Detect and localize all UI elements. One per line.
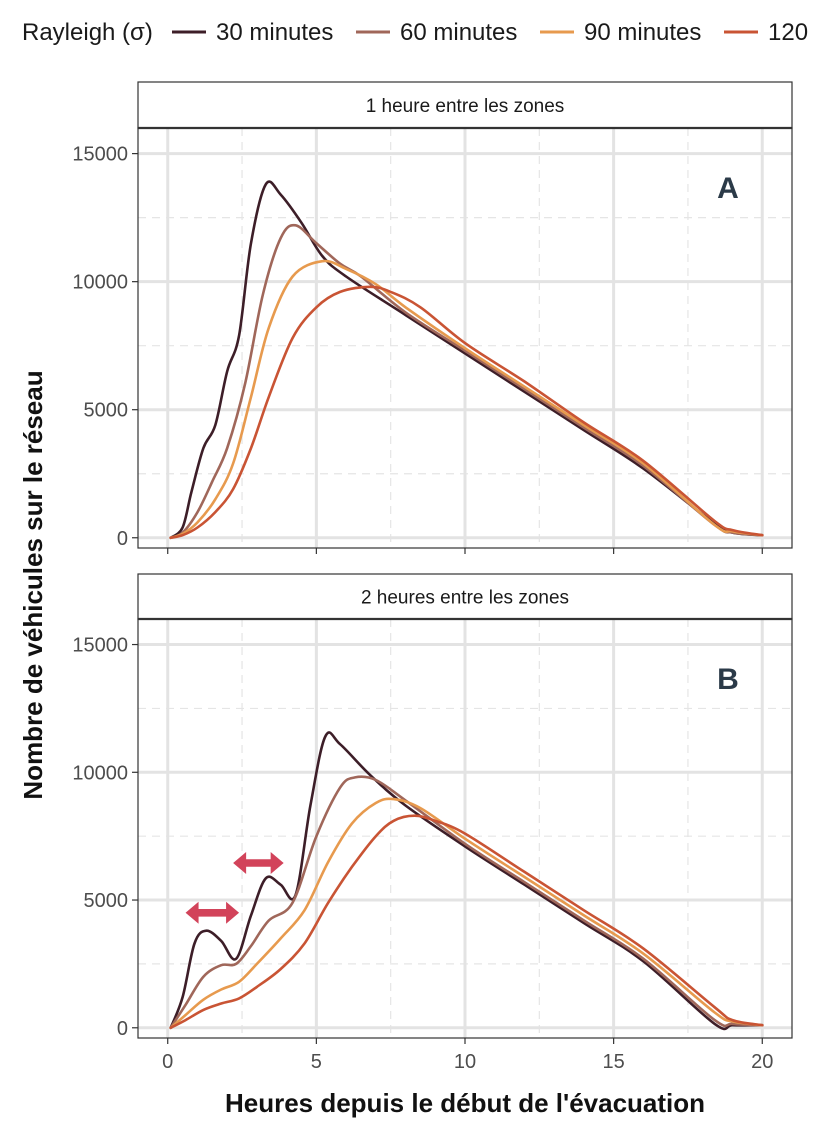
series-line-4 <box>169 285 764 540</box>
legend-entry-3: 120 <box>724 19 808 46</box>
y-tick-label: 5000 <box>84 890 129 912</box>
x-tick-label: 10 <box>454 1051 476 1073</box>
y-tick-label: 10000 <box>72 762 128 784</box>
series-line-3 <box>169 259 764 540</box>
double-arrow-annotation-2 <box>233 851 284 874</box>
legend-title: Rayleigh (σ) <box>22 19 153 46</box>
panel-tag-label: B <box>717 663 739 696</box>
legend-label-0: 30 minutes <box>216 19 333 46</box>
legend-entry-2: 90 minutes <box>540 19 701 46</box>
series-line-1 <box>169 731 764 1031</box>
y-tick-label: 5000 <box>84 400 129 422</box>
x-tick-label: 15 <box>603 1051 625 1073</box>
y-tick-label: 0 <box>117 1018 128 1040</box>
series-line-4 <box>169 814 764 1030</box>
panel-a: 1 heure entre les zones A 0 5000 10000 15000 <box>72 81 793 554</box>
panel-b: 2 heures entre les zones B 0 5000 10000 15000… <box>72 573 793 1073</box>
legend-entry-1: 60 minutes <box>356 19 517 46</box>
series-line-2 <box>169 775 764 1030</box>
x-tick-label: 5 <box>311 1051 322 1073</box>
x-tick-label: 20 <box>751 1051 773 1073</box>
y-tick-label: 15000 <box>72 144 128 166</box>
legend: Rayleigh (σ) 30 minutes 60 minutes 90 mi… <box>22 19 808 46</box>
x-axis-title: Heures depuis le début de l'évacuation <box>225 1088 705 1118</box>
panel-tag-label: A <box>717 172 739 205</box>
y-axis-title: Nombre de véhicules sur le réseau <box>18 370 48 799</box>
y-tick-label: 10000 <box>72 272 128 294</box>
series-line-1 <box>169 180 764 540</box>
series-line-3 <box>169 797 764 1030</box>
legend-label-2: 90 minutes <box>584 19 701 46</box>
series-line-2 <box>169 223 764 540</box>
legend-entry-0: 30 minutes <box>172 19 333 46</box>
legend-label-1: 60 minutes <box>400 19 517 46</box>
y-tick-label: 15000 <box>72 635 128 657</box>
double-arrow-annotation-1 <box>185 901 240 924</box>
facet-strip <box>137 81 793 129</box>
facet-strip-label: 2 heures entre les zones <box>361 588 569 609</box>
x-tick-label: 0 <box>162 1051 173 1073</box>
facet-strip <box>137 573 793 620</box>
y-tick-label: 0 <box>117 528 128 550</box>
facet-strip-label: 1 heure entre les zones <box>366 96 565 117</box>
legend-label-3: 120 <box>768 19 808 46</box>
